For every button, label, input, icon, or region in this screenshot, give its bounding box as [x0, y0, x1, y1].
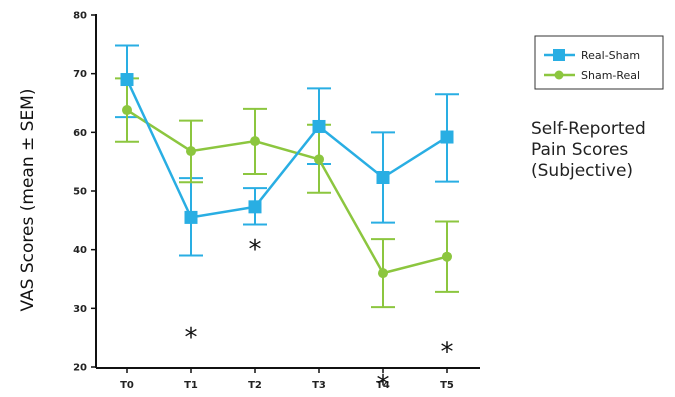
side-note-line-2: Pain Scores: [531, 140, 629, 160]
side-note-line-1: Self-Reported: [531, 119, 646, 139]
series-line-real-sham: [125, 79, 448, 219]
data-point-square: [312, 119, 326, 133]
data-point-square: [248, 200, 262, 214]
x-tick-label: T3: [312, 380, 326, 391]
data-point-square: [440, 130, 454, 144]
data-point-square: [184, 210, 198, 224]
legend-label: Real-Sham: [581, 49, 640, 62]
y-tick-label: 40: [73, 245, 87, 256]
legend-marker-circle: [554, 70, 564, 80]
legend-box: [534, 35, 664, 90]
data-point-circle: [314, 154, 324, 165]
data-point-circle: [122, 105, 132, 116]
x-tick-label: T2: [248, 380, 262, 391]
data-point-circle: [442, 251, 452, 262]
x-tick-label: T5: [440, 380, 454, 391]
significance-star: *: [441, 338, 454, 368]
side-note-line-3: (Subjective): [531, 161, 634, 181]
legend-label: Sham-Real: [581, 69, 640, 82]
y-tick-label: 70: [73, 69, 87, 80]
data-series: [120, 73, 454, 279]
significance-star: *: [249, 235, 262, 265]
x-tick-label: T1: [184, 380, 198, 391]
data-point-square: [120, 73, 134, 87]
x-tick-label: T4: [376, 380, 390, 391]
data-point-circle: [186, 146, 196, 157]
data-point-circle: [378, 268, 388, 279]
y-tick-label: 80: [73, 11, 87, 22]
significance-star: *: [377, 370, 390, 397]
y-tick-label: 20: [73, 363, 87, 374]
x-tick-label: T0: [120, 380, 134, 391]
y-tick-label: 50: [73, 187, 87, 198]
axes: 20 30 40 50 60 70 80 T0 T1 T2 T3 T4 T5: [73, 11, 480, 391]
data-point-square: [376, 171, 390, 185]
y-tick-label: 30: [73, 304, 87, 315]
legend: Real-Sham Sham-Real: [534, 35, 664, 90]
significance-star: *: [185, 323, 198, 353]
series-line-sham-real: [126, 108, 448, 275]
side-note: Self-Reported Pain Scores (Subjective): [531, 119, 646, 182]
legend-marker-square: [553, 49, 565, 61]
y-axis-label: VAS Scores (mean ± SEM): [18, 89, 38, 312]
significance-markers: * * * *: [185, 235, 454, 397]
data-point-circle: [250, 136, 260, 147]
y-tick-label: 60: [73, 128, 87, 139]
